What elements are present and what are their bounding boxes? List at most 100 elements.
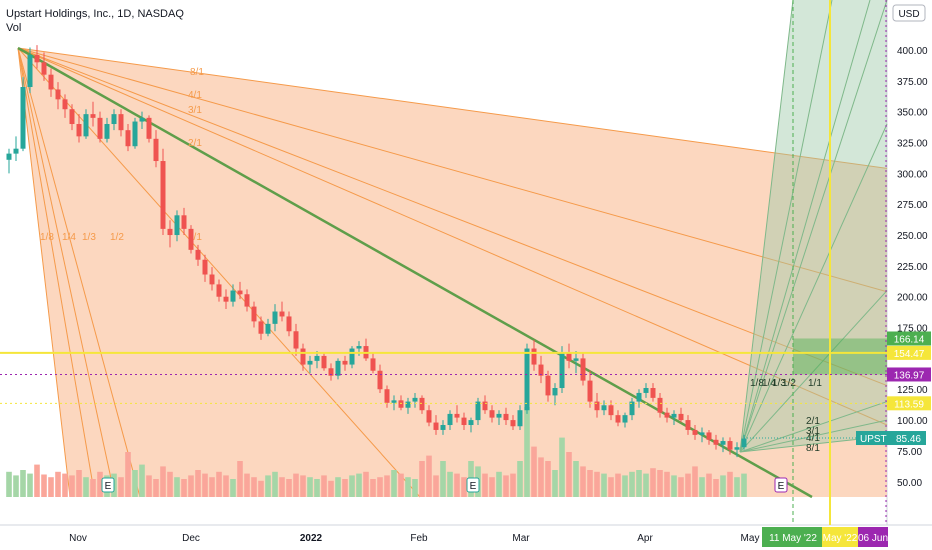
fan-label-7: 1/3 [82, 232, 96, 243]
candle-body [615, 415, 621, 423]
candle-body [41, 62, 47, 75]
candle-body [545, 375, 551, 396]
candle-body [83, 114, 89, 137]
fan-line-1 [17, 47, 888, 293]
candle-body [426, 410, 432, 423]
volume-bar [615, 473, 621, 497]
candle-body [167, 228, 173, 236]
candle-body [342, 360, 348, 365]
volume-bar [272, 471, 278, 497]
chart-title: Upstart Holdings, Inc., 1D, NASDAQ [6, 8, 184, 20]
candle-body [300, 348, 306, 365]
volume-bar [720, 475, 726, 497]
earnings-marker-label-0: E [105, 481, 112, 492]
green-fan-line-7 [739, 419, 888, 453]
candle-body [48, 74, 54, 90]
fan-label-0: 8/1 [190, 67, 204, 78]
fan-label-3: 2/1 [188, 138, 202, 149]
candle-body [6, 153, 12, 160]
candle-body [580, 358, 586, 381]
candle-body [643, 388, 649, 393]
date-tag-0 [762, 527, 824, 547]
volume-bar [580, 466, 586, 497]
green-fan-label-2: 1/3 [772, 378, 786, 389]
x-tick-label: Mar [512, 533, 530, 544]
candle-body [573, 358, 579, 361]
candle-body [244, 294, 250, 307]
fan-label-2: 3/1 [188, 105, 202, 116]
volume-bar [62, 473, 68, 497]
green-fan-label-8: 8/1 [806, 443, 820, 454]
axes: 400.00 375.00 350.00 325.00 300.00 275.00 250.… [69, 46, 928, 547]
candle-body [678, 413, 684, 421]
candle-body [734, 447, 740, 450]
volume-bar [209, 477, 215, 497]
volume-bar [258, 480, 264, 497]
candle-body [272, 311, 278, 324]
candle-body [76, 124, 82, 137]
candle-body [636, 392, 642, 402]
candle-body [181, 215, 187, 229]
volume-bar [146, 475, 152, 497]
green-fan-label-6: 3/1 [806, 426, 820, 437]
volume-bar [678, 477, 684, 497]
candle-body [405, 401, 411, 408]
volume-bar [363, 471, 369, 497]
date-tag-label-0: 11 May '22 [769, 533, 817, 544]
volume-bar [265, 475, 271, 497]
volume-bar [139, 464, 145, 497]
level-tag-2 [887, 367, 931, 382]
green-fan-line-5 [739, 290, 888, 453]
volume-bar [573, 461, 579, 497]
candle-body [671, 413, 677, 418]
volume-bar [405, 477, 411, 497]
volume-bar [244, 473, 250, 497]
volume-bar [167, 471, 173, 497]
volume-bar [517, 461, 523, 497]
date-tag-1 [822, 527, 858, 547]
candle-body [496, 413, 502, 418]
candle-body [104, 124, 110, 139]
candle-body [139, 117, 145, 122]
candle-body [55, 89, 61, 100]
currency-badge[interactable] [892, 4, 926, 22]
volume-bar [90, 479, 96, 497]
volume-bar [727, 471, 733, 497]
candle-body [286, 316, 292, 332]
level-tag-1 [887, 345, 931, 360]
candle-body [97, 117, 103, 139]
volume-bar [433, 475, 439, 497]
green-fan-label-5: 2/1 [806, 416, 820, 427]
candle-body [433, 422, 439, 430]
candle-body [125, 130, 131, 147]
candle-body [20, 87, 26, 149]
fan-line-3 [17, 47, 888, 426]
volume-bar [531, 446, 537, 497]
level-value-1: 154.47 [894, 349, 925, 360]
green-fan-line-4 [739, 123, 888, 453]
volume-bar [349, 475, 355, 497]
volume-bar [384, 475, 390, 497]
green-fan-label-0: 1/8 [750, 378, 764, 389]
volume-label: Vol [6, 22, 21, 34]
candle-body [398, 400, 404, 408]
y-tick-label: 400.00 [897, 46, 928, 57]
last-price-value: 85.46 [896, 434, 921, 445]
fan-line-7 [17, 47, 96, 498]
level-value-3: 113.59 [894, 399, 924, 410]
level-tag-3 [887, 396, 931, 411]
y-tick-label: 275.00 [897, 200, 928, 211]
candle-body [328, 368, 334, 376]
volume-bar [412, 479, 418, 497]
y-tick-label: 300.00 [897, 169, 928, 180]
candle-body [111, 114, 117, 125]
y-tick-label: 200.00 [897, 293, 928, 304]
volume-bar [426, 455, 432, 497]
candle-body [657, 397, 663, 413]
volume-bar [223, 475, 229, 497]
green-fan-line-1 [739, 0, 833, 453]
fan-label-1: 4/1 [188, 90, 202, 101]
volume-bar [398, 473, 404, 497]
